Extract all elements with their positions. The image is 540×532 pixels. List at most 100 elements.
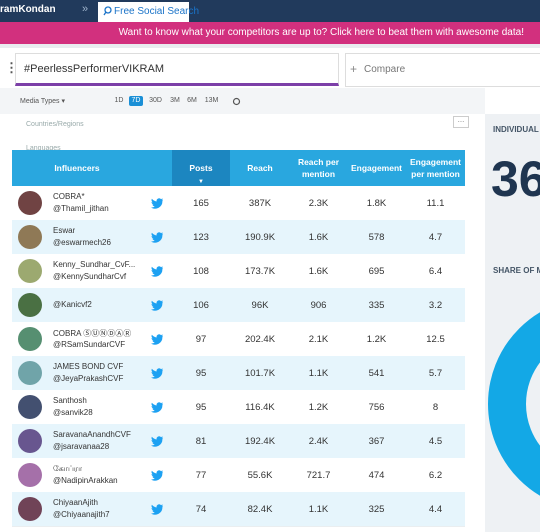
side-value: 36 [491, 151, 540, 207]
influencer-handle[interactable]: @NadipinArakkan [53, 476, 118, 485]
twitter-icon[interactable] [151, 266, 164, 277]
influencer-name[interactable]: ChiyaanAjith [53, 498, 98, 507]
influencer-handle[interactable]: @jsaravanaa28 [53, 442, 110, 451]
influencer-handle[interactable]: @JeyaPrakashCVF [53, 374, 124, 383]
column-header[interactable]: Influencers [54, 163, 100, 173]
cell: 8 [432, 402, 439, 413]
cell: 108 [193, 266, 209, 277]
influencer-name[interactable]: COBRA ⓈⓊⓃⒹⒶⓇ [53, 329, 132, 338]
avatar[interactable] [18, 429, 42, 453]
cell: 578 [368, 232, 385, 243]
influencer-handle[interactable]: @Kanicvf2 [53, 300, 92, 309]
cell: 695 [368, 266, 385, 277]
column-header[interactable]: Reach [247, 163, 273, 173]
cell: 6.2 [428, 470, 443, 481]
twitter-icon[interactable] [151, 402, 164, 413]
twitter-icon[interactable] [151, 232, 164, 243]
side-panel: INDIVIDUAL 36 SHARE OF M [485, 114, 540, 532]
side-section-label: SHARE OF M [493, 266, 540, 275]
cell: 202.4K [244, 334, 276, 345]
cell: 95 [195, 368, 207, 379]
side-section-label: INDIVIDUAL [493, 125, 539, 134]
banner[interactable]: Want to know what your competitors are u… [0, 22, 540, 44]
influencer-name[interactable]: Kenny_Sundhar_CvF... [53, 260, 136, 269]
avatar[interactable] [18, 259, 42, 283]
influencer-name[interactable]: COBRA* [53, 192, 85, 201]
cell: 541 [368, 368, 385, 379]
media-types-label: Media Types [20, 98, 60, 105]
cell: 335 [368, 300, 385, 311]
refresh-icon[interactable] [232, 97, 241, 106]
range-button[interactable]: 3M [170, 97, 180, 104]
more-button[interactable]: ... [453, 116, 469, 128]
influencer-handle[interactable]: @Chiyaanajith7 [53, 510, 110, 519]
tab[interactable]: Free Social Search [98, 2, 199, 22]
influencer-handle[interactable]: @RSamSundarCVF [53, 340, 126, 349]
column-header[interactable]: Posts [172, 150, 230, 186]
influencer-name[interactable]: கோப்ரா [53, 464, 83, 473]
influencer-handle[interactable]: @eswarmech26 [53, 238, 111, 247]
compare-box[interactable]: + Compare [345, 53, 540, 87]
cell: 2.4K [308, 436, 329, 447]
influencer-name[interactable]: JAMES BOND CVF [53, 362, 124, 371]
column-header[interactable]: Engagement [350, 163, 402, 173]
influencer-handle[interactable]: @Thamil_jithan [53, 204, 109, 213]
account[interactable]: ramKondan [0, 4, 56, 15]
avatar[interactable] [18, 463, 42, 487]
range-button[interactable]: 1D [114, 97, 124, 104]
table-header [12, 150, 465, 186]
twitter-icon[interactable] [151, 504, 164, 515]
share-donut [488, 312, 540, 496]
twitter-icon[interactable] [151, 300, 164, 311]
filter-label[interactable]: Languages [26, 145, 61, 152]
chevron[interactable]: » [82, 3, 89, 15]
range-button[interactable]: 6M [187, 97, 197, 104]
search-query: #PeerlessPerformerVIKRAM [24, 63, 164, 75]
avatar[interactable] [18, 497, 42, 521]
search-box[interactable]: #PeerlessPerformerVIKRAM [15, 53, 339, 86]
column-header[interactable]: Reach per mention [297, 157, 340, 179]
twitter-icon[interactable] [151, 198, 164, 209]
media-types[interactable]: Media Types ▾ [20, 98, 66, 105]
cell: 1.1K [308, 504, 329, 515]
avatar[interactable] [18, 225, 42, 249]
range-button[interactable]: 7D [129, 96, 143, 106]
cell: 123 [193, 232, 209, 243]
cell: 82.4K [247, 504, 273, 515]
avatar[interactable] [18, 327, 42, 351]
twitter-icon[interactable] [151, 436, 164, 447]
avatar[interactable] [18, 361, 42, 385]
influencer-handle[interactable]: @sanvik28 [53, 408, 93, 417]
influencer-name[interactable]: Eswar [53, 226, 76, 235]
menu-icon[interactable]: ⋮ [5, 60, 18, 75]
cell: 165 [193, 198, 209, 209]
plus-icon: + [350, 62, 358, 76]
filter-label[interactable]: Countries/Regions [26, 121, 84, 128]
table-row [12, 492, 465, 527]
cell: 4.4 [428, 504, 443, 515]
cell: 12.5 [426, 334, 445, 345]
avatar[interactable] [18, 395, 42, 419]
cell: 173.7K [244, 266, 276, 277]
cell: 116.4K [245, 402, 275, 413]
range-button[interactable]: 13M [204, 97, 219, 104]
cell: 2.1K [308, 334, 329, 345]
compare-label: Compare [364, 64, 406, 75]
twitter-icon[interactable] [151, 334, 164, 345]
cell: 97 [195, 334, 207, 345]
cell: 106 [193, 300, 209, 311]
influencer-name[interactable]: Santhosh [53, 396, 87, 405]
twitter-icon[interactable] [151, 470, 164, 481]
top-bar: ramKondan » Free Social Search [0, 0, 540, 22]
cell: 101.7K [244, 368, 276, 379]
avatar[interactable] [18, 191, 42, 215]
cell: 96K [251, 300, 269, 311]
cell: 77 [195, 470, 207, 481]
range-button[interactable]: 30D [149, 97, 162, 104]
influencer-name[interactable]: SaravanaAnandhCVF [53, 430, 131, 439]
twitter-icon[interactable] [151, 368, 164, 379]
influencer-handle[interactable]: @KennySundharCvf [53, 272, 127, 281]
column-header[interactable]: Engagement per mention [409, 157, 461, 179]
avatar[interactable] [18, 293, 42, 317]
